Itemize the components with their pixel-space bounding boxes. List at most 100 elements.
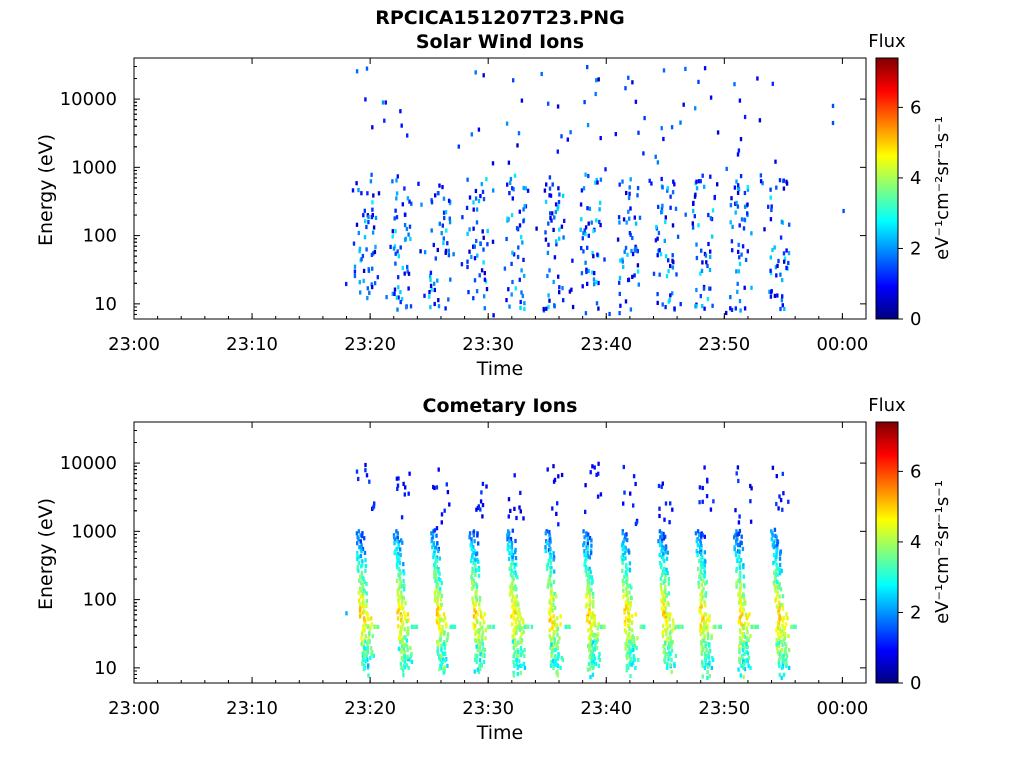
flux-cell — [512, 608, 515, 613]
flux-cell — [465, 205, 469, 210]
flux-cell — [555, 239, 558, 244]
flux-cell — [483, 306, 486, 311]
flux-cell — [369, 626, 372, 631]
flux-cell — [439, 637, 442, 642]
flux-cell — [710, 665, 713, 670]
flux-cell — [658, 543, 662, 548]
flux-cell — [591, 251, 594, 256]
spectrogram-cells — [345, 65, 845, 318]
flux-cell — [665, 638, 669, 643]
flux-cell — [665, 628, 668, 633]
flux-cell — [552, 557, 555, 562]
flux-cell — [355, 531, 359, 536]
flux-cell — [475, 597, 478, 602]
flux-cell — [486, 624, 490, 629]
flux-cell — [737, 667, 740, 672]
flux-cell — [508, 531, 511, 536]
flux-cell — [443, 665, 446, 670]
flux-cell — [586, 539, 589, 544]
flux-cell — [511, 196, 514, 201]
colorbar-label: Flux — [868, 395, 906, 416]
flux-cell — [550, 616, 553, 621]
flux-cell — [636, 248, 639, 254]
flux-cell — [740, 655, 744, 661]
flux-cell — [707, 212, 710, 218]
flux-cell — [549, 539, 552, 544]
flux-cell — [622, 594, 625, 599]
flux-cell — [398, 576, 402, 581]
flux-cell — [438, 221, 441, 226]
x-tick-label: 23:10 — [226, 698, 278, 719]
flux-cell — [636, 186, 640, 191]
flux-cell — [408, 471, 411, 476]
flux-cell — [656, 292, 659, 297]
flux-cell — [630, 628, 634, 633]
flux-cell — [591, 659, 594, 664]
flux-cell — [410, 659, 414, 664]
flux-cell — [474, 653, 477, 658]
flux-cell — [361, 584, 365, 589]
flux-cell — [584, 232, 587, 237]
flux-cell — [470, 558, 473, 564]
flux-cell — [626, 609, 630, 614]
flux-cell — [668, 617, 671, 622]
flux-cell — [628, 185, 631, 190]
flux-cell — [667, 258, 670, 263]
flux-cell — [589, 470, 592, 475]
flux-cell — [700, 248, 703, 253]
flux-cell — [548, 193, 551, 198]
flux-cell — [735, 529, 738, 534]
flux-cell — [587, 576, 591, 581]
flux-cell — [626, 644, 630, 649]
flux-cell — [435, 485, 439, 490]
flux-cell — [740, 594, 744, 599]
flux-cell — [743, 661, 746, 666]
flux-cell — [468, 195, 472, 200]
flux-cell — [679, 624, 683, 629]
flux-cell — [360, 572, 363, 577]
flux-cell — [556, 632, 559, 637]
flux-cell — [478, 607, 481, 612]
flux-cell — [703, 567, 706, 572]
flux-cell — [518, 223, 522, 228]
flux-cell — [703, 465, 706, 470]
flux-cell — [474, 657, 477, 662]
flux-cell — [548, 612, 552, 617]
flux-cell — [625, 190, 628, 196]
flux-cell — [396, 616, 400, 621]
flux-cell — [743, 651, 746, 657]
flux-cell — [593, 621, 597, 626]
flux-cell — [367, 220, 370, 225]
flux-cell — [513, 663, 516, 668]
flux-cell — [433, 301, 436, 307]
flux-cell — [506, 182, 509, 187]
flux-cell — [471, 570, 474, 575]
flux-cell — [700, 533, 703, 539]
flux-cell — [407, 232, 410, 237]
flux-cell — [507, 556, 511, 562]
flux-cell — [406, 632, 410, 637]
flux-cell — [634, 481, 637, 487]
flux-cell — [711, 303, 714, 308]
flux-cell — [514, 587, 517, 592]
flux-cell — [475, 289, 479, 294]
flux-cell — [592, 660, 596, 665]
flux-cell — [738, 647, 741, 652]
flux-cell — [703, 627, 706, 632]
flux-cell — [639, 624, 642, 629]
flux-cell — [548, 634, 551, 639]
flux-cell — [393, 287, 397, 292]
flux-cell — [661, 630, 664, 635]
flux-cell — [503, 266, 507, 271]
flux-cell — [523, 665, 527, 670]
flux-cell — [410, 201, 413, 206]
flux-cell — [474, 196, 478, 201]
flux-cell — [666, 626, 669, 631]
flux-cell — [711, 657, 715, 662]
flux-cell — [475, 585, 479, 590]
flux-cell — [474, 70, 477, 75]
x-tick-label: 00:00 — [816, 698, 868, 719]
flux-cell — [784, 622, 788, 627]
flux-cell — [507, 287, 510, 292]
flux-cell — [597, 663, 601, 668]
